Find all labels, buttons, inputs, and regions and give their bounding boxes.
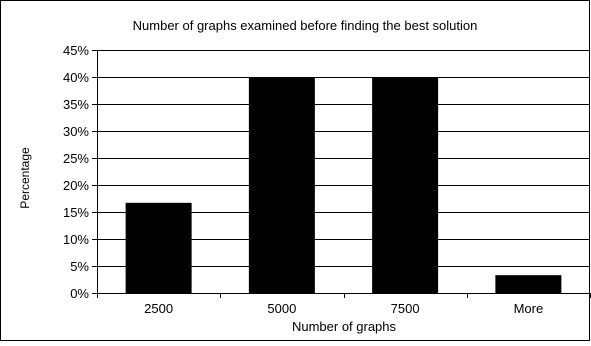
y-tick-label: 30% — [63, 124, 89, 139]
chart-title: Number of graphs examined before finding… — [133, 18, 478, 33]
bar-2500 — [125, 202, 192, 293]
axes — [92, 50, 591, 298]
x-tick-label: 2500 — [144, 301, 173, 316]
x-axis-label: Number of graphs — [292, 319, 397, 334]
x-tick-label: More — [514, 301, 544, 316]
y-tick-label: 40% — [63, 70, 89, 85]
y-tick-label: 10% — [63, 232, 89, 247]
x-tick-label: 7500 — [391, 301, 420, 316]
y-tick-label: 20% — [63, 178, 89, 193]
y-tick-label: 15% — [63, 205, 89, 220]
y-tick-label: 45% — [63, 43, 89, 58]
y-tick-labels: 0% 5% 10% 15% 20% 25% 30% 35% 40% 45% — [63, 43, 89, 301]
x-tick-label: 5000 — [267, 301, 296, 316]
y-tick-label: 0% — [70, 286, 89, 301]
bar-more — [495, 275, 562, 293]
bar-7500 — [372, 77, 439, 293]
y-tick-label: 35% — [63, 97, 89, 112]
bar-5000 — [248, 77, 315, 293]
bars — [125, 77, 562, 293]
y-tick-label: 25% — [63, 151, 89, 166]
y-axis-label: Percentage — [18, 147, 32, 209]
x-tick-labels: 2500 5000 7500 More — [144, 301, 543, 316]
y-tick-label: 5% — [70, 259, 89, 274]
